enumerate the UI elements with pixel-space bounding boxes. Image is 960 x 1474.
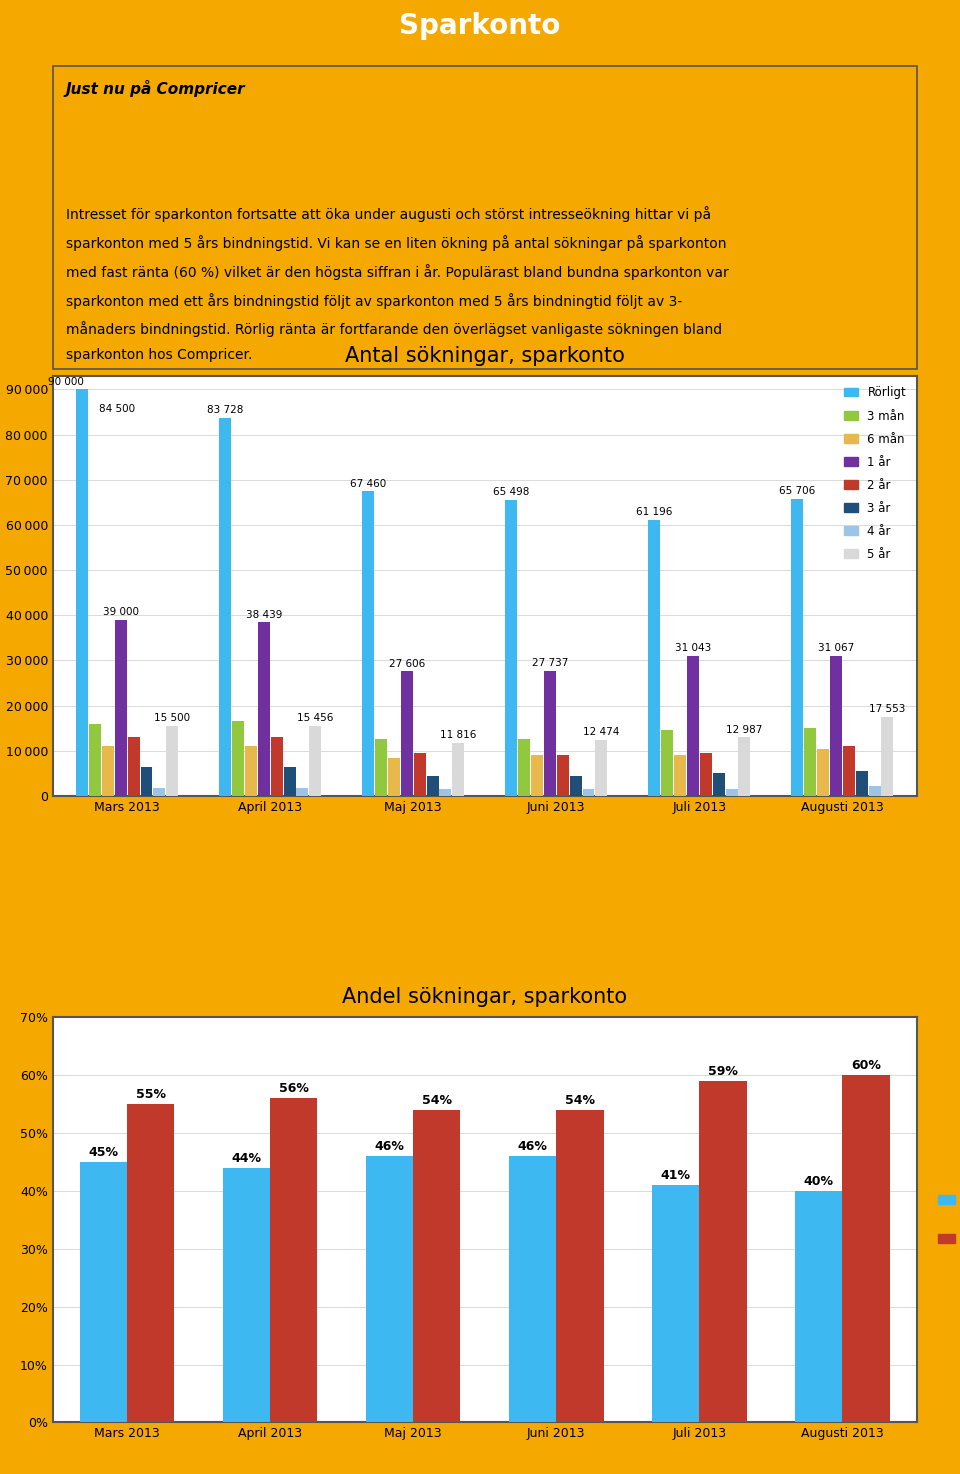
Bar — [245, 746, 257, 796]
Title: Andel sökningar, sparkonto: Andel sökningar, sparkonto — [342, 988, 628, 1007]
Bar — [375, 740, 387, 796]
Bar — [674, 755, 686, 796]
Bar — [166, 727, 179, 796]
FancyBboxPatch shape — [53, 66, 917, 111]
Bar — [687, 656, 699, 796]
Bar — [271, 737, 282, 796]
Text: 15 456: 15 456 — [297, 713, 333, 724]
Text: 41%: 41% — [660, 1169, 691, 1182]
Bar — [270, 1098, 318, 1422]
Bar — [531, 755, 543, 796]
Bar — [661, 731, 673, 796]
Text: 40%: 40% — [804, 1175, 834, 1188]
Bar — [127, 1104, 175, 1422]
Bar — [102, 746, 114, 796]
Legend: Rörligt, Fast: Rörligt, Fast — [932, 1188, 960, 1251]
Bar — [652, 1185, 700, 1422]
Bar — [791, 500, 804, 796]
Text: 84 500: 84 500 — [99, 404, 134, 414]
Text: 38 439: 38 439 — [246, 610, 282, 619]
Legend: Rörligt, 3 mån, 6 mån, 1 år, 2 år, 3 år, 4 år, 5 år: Rörligt, 3 mån, 6 mån, 1 år, 2 år, 3 år,… — [839, 382, 911, 566]
Text: 83 728: 83 728 — [207, 405, 243, 416]
Bar — [830, 656, 842, 796]
Bar — [388, 758, 400, 796]
Bar — [700, 753, 711, 796]
Bar — [544, 671, 556, 796]
Bar — [258, 622, 270, 796]
Text: Just nu på Compricer: Just nu på Compricer — [65, 80, 246, 97]
Bar — [223, 1167, 270, 1422]
Bar — [76, 389, 88, 796]
Bar — [414, 753, 425, 796]
Bar — [219, 417, 231, 796]
Text: 12 474: 12 474 — [583, 727, 619, 737]
Text: 61 196: 61 196 — [636, 507, 673, 517]
Bar — [413, 1110, 461, 1422]
Bar — [569, 775, 582, 796]
Text: 11 816: 11 816 — [440, 730, 476, 740]
Bar — [366, 1156, 413, 1422]
Text: 44%: 44% — [231, 1151, 262, 1164]
Bar — [700, 1080, 747, 1422]
Bar — [80, 1162, 127, 1422]
Bar — [509, 1156, 557, 1422]
Text: 15 500: 15 500 — [155, 713, 190, 724]
Bar — [557, 1110, 604, 1422]
Bar — [505, 500, 517, 796]
Bar — [855, 771, 868, 796]
Bar — [869, 786, 880, 796]
Bar — [881, 716, 894, 796]
Bar — [583, 789, 594, 796]
Bar — [140, 766, 153, 796]
Text: 27 606: 27 606 — [389, 659, 425, 669]
Bar — [309, 727, 322, 796]
Bar — [738, 737, 751, 796]
Bar — [648, 519, 660, 796]
Bar — [518, 740, 530, 796]
Text: 67 460: 67 460 — [350, 479, 386, 488]
Text: 55%: 55% — [135, 1088, 166, 1101]
Bar — [843, 746, 854, 796]
Text: 60%: 60% — [852, 1060, 881, 1072]
Bar — [712, 774, 725, 796]
Bar — [795, 1191, 843, 1422]
Bar — [804, 728, 816, 796]
Bar — [362, 491, 374, 796]
Bar — [154, 787, 165, 796]
Text: Intresset för sparkonton fortsatte att öka under augusti och störst intresseökni: Intresset för sparkonton fortsatte att ö… — [65, 206, 729, 363]
Text: 54%: 54% — [421, 1094, 452, 1107]
Text: Sparkonto: Sparkonto — [399, 12, 561, 40]
Bar — [440, 789, 451, 796]
Bar — [401, 671, 413, 796]
Text: 46%: 46% — [374, 1141, 404, 1153]
Bar — [726, 789, 737, 796]
Text: 17 553: 17 553 — [870, 705, 905, 713]
Text: 56%: 56% — [279, 1082, 309, 1095]
Text: 46%: 46% — [517, 1141, 547, 1153]
Bar — [283, 766, 296, 796]
Text: 45%: 45% — [88, 1145, 119, 1159]
Bar — [843, 1075, 890, 1422]
Bar — [128, 737, 139, 796]
Bar — [817, 749, 829, 796]
Text: 31 043: 31 043 — [675, 643, 711, 653]
Bar — [426, 775, 439, 796]
Text: 54%: 54% — [564, 1094, 595, 1107]
Bar — [89, 724, 101, 796]
Text: 65 706: 65 706 — [780, 486, 815, 497]
Text: 12 987: 12 987 — [727, 725, 762, 734]
Bar — [452, 743, 465, 796]
Title: Antal sökningar, sparkonto: Antal sökningar, sparkonto — [345, 346, 625, 366]
Bar — [595, 740, 608, 796]
Bar — [232, 721, 244, 796]
Text: 39 000: 39 000 — [103, 607, 139, 618]
Text: 65 498: 65 498 — [493, 488, 530, 497]
Bar — [115, 619, 127, 796]
Text: 31 067: 31 067 — [818, 643, 854, 653]
Text: 90 000: 90 000 — [48, 377, 84, 386]
Bar — [557, 755, 568, 796]
Bar — [297, 787, 308, 796]
Text: 27 737: 27 737 — [532, 657, 568, 668]
Text: 59%: 59% — [708, 1064, 738, 1077]
